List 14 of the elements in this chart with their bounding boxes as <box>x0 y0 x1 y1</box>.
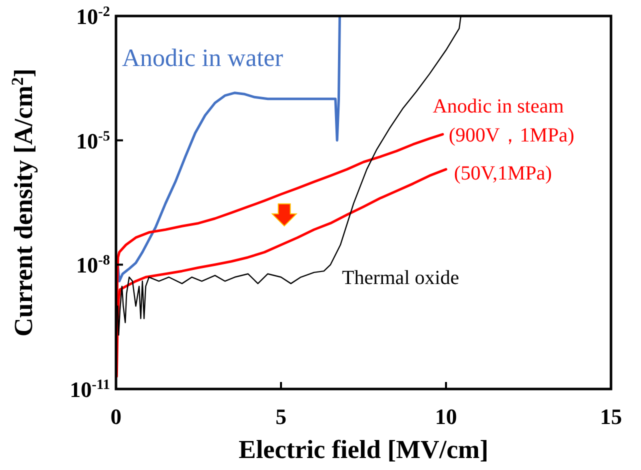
series-label: Anodic in water <box>122 45 284 72</box>
series-label: Thermal oxide <box>342 267 460 289</box>
x-tick-label: 0 <box>110 404 122 429</box>
x-tick-label: 10 <box>435 404 457 429</box>
series-label: (50V,1MPa) <box>454 162 552 184</box>
y-tick-label: 10$^{-11}$ <box>70 377 110 402</box>
y-tick-label: 10$^{-5}$ <box>76 128 110 154</box>
x-axis-title: Electric field [MV/cm] <box>238 435 488 464</box>
y-tick-label: 10$^{-8}$ <box>76 252 110 278</box>
x-tick-label: 15 <box>600 404 622 429</box>
y-tick-label: 10$^{-2}$ <box>76 4 110 29</box>
annotation: Anodic in steam <box>432 95 564 118</box>
series-label: (900V，1MPa) <box>448 124 574 146</box>
x-tick-label: 5 <box>276 404 286 429</box>
